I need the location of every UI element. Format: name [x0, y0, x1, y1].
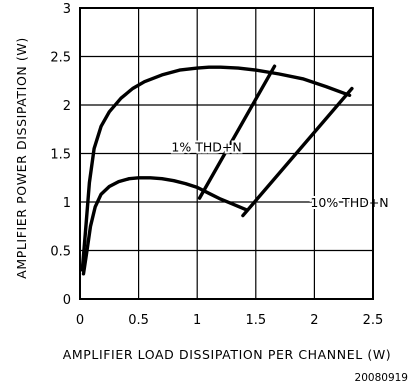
- annotations: 1% THD+N 10% THD+N: [169, 64, 391, 218]
- x-tick-label: 1.5: [245, 313, 266, 328]
- series-line-1: [80, 65, 352, 272]
- y-tick-label: 0: [63, 293, 71, 308]
- thd-line-1: [197, 64, 277, 200]
- y-tick-label: 3: [63, 2, 71, 17]
- x-tick-label: 0.5: [128, 313, 149, 328]
- y-tick-label: 2.5: [50, 51, 71, 66]
- x-tick-label: 1: [193, 313, 201, 328]
- y-tick-label: 2: [63, 99, 71, 114]
- x-axis-label: AMPLIFIER LOAD DISSIPATION PER CHANNEL (…: [63, 347, 392, 362]
- y-tick-label: 1: [63, 196, 71, 211]
- axes: 0 0.5 1 1.5 2 2.5 0 0.5 1 1.5 2 2.5 3: [50, 2, 383, 328]
- x-tick-label: 2.5: [363, 313, 384, 328]
- x-tick-label: 0: [76, 313, 84, 328]
- annotation-label-1: 1% THD+N: [171, 140, 241, 155]
- thd-line-2: [241, 86, 354, 218]
- document-id: 20080919: [355, 372, 408, 384]
- y-axis-label: AMPLIFIER POWER DISSIPATION (W): [14, 37, 29, 279]
- plot-frame: [79, 7, 374, 300]
- x-tick-label: 2: [310, 313, 318, 328]
- y-tick-label: 0.5: [50, 245, 71, 260]
- series-layer: [80, 65, 352, 276]
- y-tick-label: 1.5: [50, 148, 71, 163]
- series-line-2: [81, 176, 249, 276]
- annotation-label-2: 10% THD+N: [310, 195, 388, 210]
